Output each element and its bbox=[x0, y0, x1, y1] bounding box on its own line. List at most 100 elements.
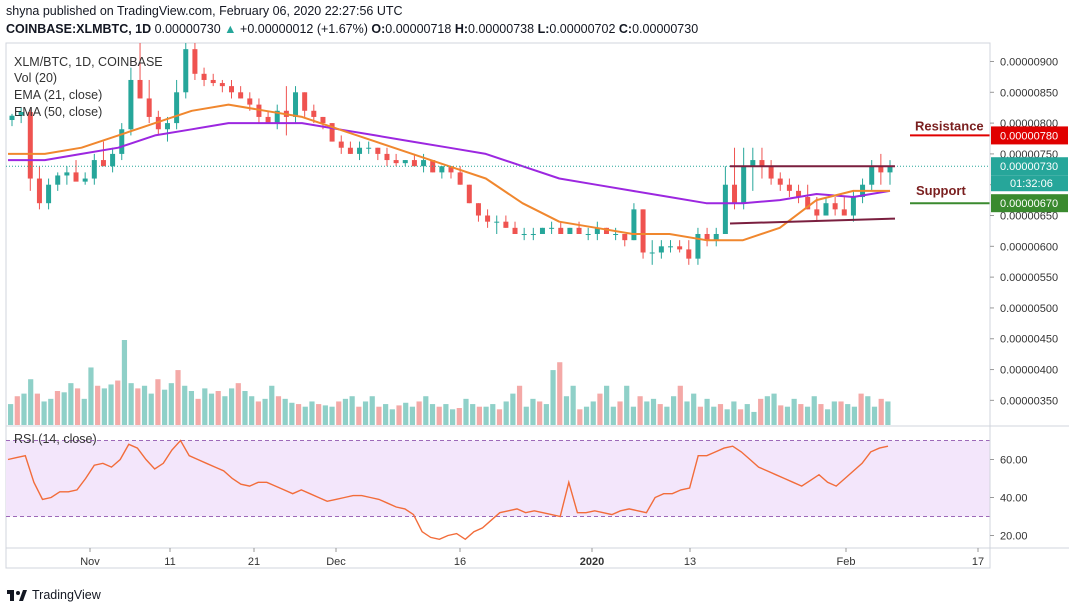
price-tick-label: 0.00000350 bbox=[1000, 395, 1058, 407]
candle-body bbox=[796, 190, 802, 198]
volume-bar bbox=[798, 404, 804, 425]
volume-bar bbox=[878, 398, 884, 425]
volume-bar bbox=[751, 411, 757, 425]
support-price-tag: 0.00000670 bbox=[1000, 198, 1058, 210]
volume-bar bbox=[342, 398, 349, 425]
volume-bar bbox=[543, 404, 549, 425]
candle-body bbox=[668, 246, 673, 248]
resistance-label: Resistance bbox=[915, 118, 984, 133]
volume-bar bbox=[677, 385, 683, 425]
volume-bar bbox=[637, 396, 643, 425]
candle-body bbox=[320, 116, 326, 124]
ema50-line bbox=[8, 122, 891, 205]
volume-bar bbox=[202, 388, 208, 425]
volume-bar bbox=[369, 396, 375, 425]
volume-bar bbox=[61, 392, 67, 425]
open-label: O: bbox=[371, 22, 386, 36]
volume-bar bbox=[490, 404, 496, 425]
candle-body bbox=[192, 49, 198, 74]
volume-bar bbox=[349, 396, 355, 425]
countdown-label: 01:32:06 bbox=[1010, 178, 1053, 190]
volume-bar bbox=[141, 385, 148, 425]
volume-bar bbox=[871, 406, 878, 425]
candle-body bbox=[759, 160, 765, 167]
volume-bar bbox=[295, 404, 302, 425]
high-label: H: bbox=[454, 22, 469, 36]
volume-bar bbox=[14, 396, 20, 425]
volume-bar bbox=[476, 406, 482, 425]
volume-bar bbox=[101, 388, 107, 425]
volume-bar bbox=[496, 409, 503, 425]
volume-bar bbox=[195, 398, 201, 425]
candle-body bbox=[576, 227, 582, 234]
volume-bar bbox=[463, 398, 469, 425]
volume-bar bbox=[811, 396, 817, 425]
candle-body bbox=[530, 234, 536, 235]
candle-body bbox=[421, 160, 427, 167]
volume-bar bbox=[436, 406, 442, 425]
volume-bar bbox=[54, 391, 61, 425]
volume-bar bbox=[711, 406, 717, 425]
candle-body bbox=[512, 227, 518, 234]
change-value: +0.00000012 (+1.67%) bbox=[240, 22, 368, 36]
volume-bar bbox=[845, 404, 851, 425]
volume-bar bbox=[148, 393, 154, 425]
volume-bar bbox=[650, 398, 657, 425]
candle-body bbox=[82, 178, 88, 182]
legend-ema50: EMA (50, close) bbox=[14, 105, 103, 119]
footer[interactable]: TradingView bbox=[6, 588, 101, 602]
countdown-bg bbox=[991, 175, 1068, 192]
volume-bar bbox=[704, 398, 710, 425]
volume-bar bbox=[362, 401, 369, 425]
volume-bar bbox=[483, 406, 489, 425]
volume-bar bbox=[302, 406, 308, 425]
volume-bar bbox=[784, 406, 791, 425]
candle-body bbox=[73, 172, 79, 182]
candle-body bbox=[658, 246, 664, 253]
time-tick-label: 13 bbox=[684, 556, 696, 568]
candle-body bbox=[741, 166, 747, 204]
volume-bar bbox=[530, 398, 536, 425]
volume-bar bbox=[34, 393, 40, 425]
time-tick-label: Feb bbox=[837, 556, 856, 568]
rsi-line bbox=[7, 439, 889, 541]
price-tick-label: 0.00000450 bbox=[1000, 334, 1058, 346]
volume-bar bbox=[115, 380, 121, 425]
volume-bar bbox=[697, 406, 703, 425]
candle-body bbox=[713, 234, 719, 241]
symbol-ohlc-line: COINBASE:XLMBTC, 1D 0.00000730 ▲ +0.0000… bbox=[6, 22, 698, 36]
ema21-line bbox=[8, 103, 890, 242]
candle-body bbox=[27, 112, 33, 179]
candle-body bbox=[210, 79, 216, 84]
tradingview-logo-icon bbox=[7, 590, 27, 601]
candle-body bbox=[677, 246, 683, 250]
volume-bar bbox=[215, 391, 221, 425]
candle-body bbox=[174, 92, 180, 124]
volume-bar bbox=[208, 393, 215, 425]
candle-body bbox=[686, 249, 692, 259]
support-label: Support bbox=[916, 183, 966, 198]
volume-bar bbox=[222, 396, 228, 425]
volume-bar bbox=[175, 370, 181, 425]
candle-body bbox=[311, 110, 317, 117]
rsi-tick-label: 40.00 bbox=[1000, 493, 1028, 505]
volume-bar bbox=[778, 405, 784, 425]
volume-bar bbox=[128, 383, 134, 425]
candle-body bbox=[722, 184, 728, 234]
volume-bar bbox=[450, 409, 456, 425]
candle-body bbox=[265, 116, 271, 124]
legend-rsi: RSI (14, close) bbox=[14, 432, 97, 446]
volume-bar bbox=[684, 401, 690, 425]
candle-body bbox=[375, 147, 381, 154]
candle-body bbox=[603, 227, 609, 234]
candle-body bbox=[503, 221, 509, 228]
volume-bar bbox=[523, 406, 529, 425]
candle-body bbox=[110, 153, 116, 167]
time-tick-label: 16 bbox=[454, 556, 466, 568]
legend-title: XLM/BTC, 1D, COINBASE bbox=[14, 55, 163, 69]
candle-body bbox=[439, 166, 445, 173]
candle-body bbox=[256, 104, 262, 117]
volume-bar bbox=[865, 396, 871, 425]
candle-body bbox=[201, 73, 207, 80]
